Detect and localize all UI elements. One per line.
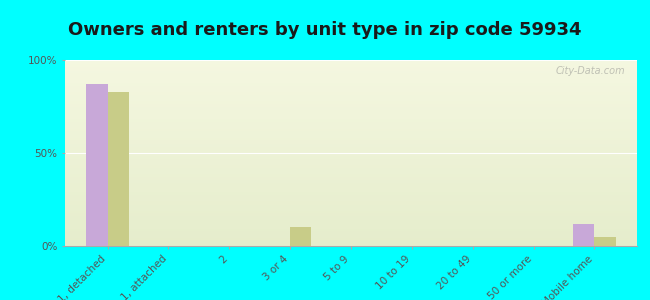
Bar <box>290 227 311 246</box>
Bar <box>108 92 129 246</box>
Bar <box>594 237 616 246</box>
Bar <box>573 224 594 246</box>
Bar <box>86 84 108 246</box>
Text: City-Data.com: City-Data.com <box>556 66 625 76</box>
Text: Owners and renters by unit type in zip code 59934: Owners and renters by unit type in zip c… <box>68 21 582 39</box>
